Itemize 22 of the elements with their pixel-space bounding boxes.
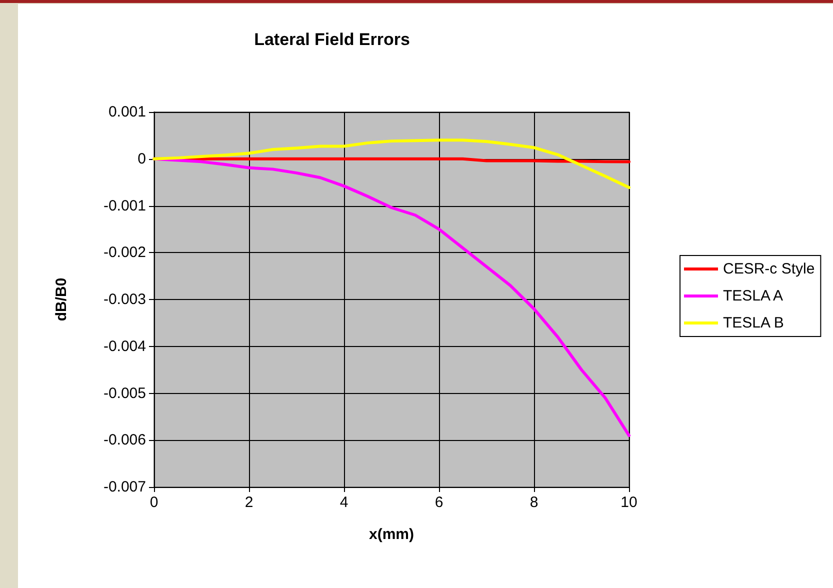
x-tick-label: 8 [530, 494, 538, 511]
x-tick-label: 2 [244, 494, 254, 511]
x-tick-label: 10 [620, 494, 638, 511]
y-tick-label: -0.004 [103, 338, 146, 355]
x-tick-label: 0 [150, 494, 158, 511]
x-axis-title: x(mm) [368, 526, 414, 543]
legend-label: TESLA A [723, 288, 784, 304]
y-tick-label: 0.001 [108, 104, 146, 120]
y-tick-label: 0 [138, 150, 146, 168]
y-tick-label: -0.007 [103, 478, 146, 496]
line-series [152, 138, 630, 189]
x-tick-label: 6 [434, 494, 444, 511]
y-tick-label: -0.005 [103, 384, 146, 402]
y-tick-label: -0.002 [103, 244, 146, 262]
legend-label: CESR-c Style [723, 260, 815, 278]
legend-label: TESLA B [723, 314, 784, 332]
y-tick-label: -0.006 [103, 432, 146, 449]
y-tick-label: -0.001 [103, 197, 146, 214]
x-tick-label: 4 [340, 494, 348, 511]
chart-title: Lateral Field Errors [254, 30, 410, 49]
y-tick-label: -0.003 [103, 291, 146, 308]
y-axis-title: dB/B0 [53, 278, 70, 322]
